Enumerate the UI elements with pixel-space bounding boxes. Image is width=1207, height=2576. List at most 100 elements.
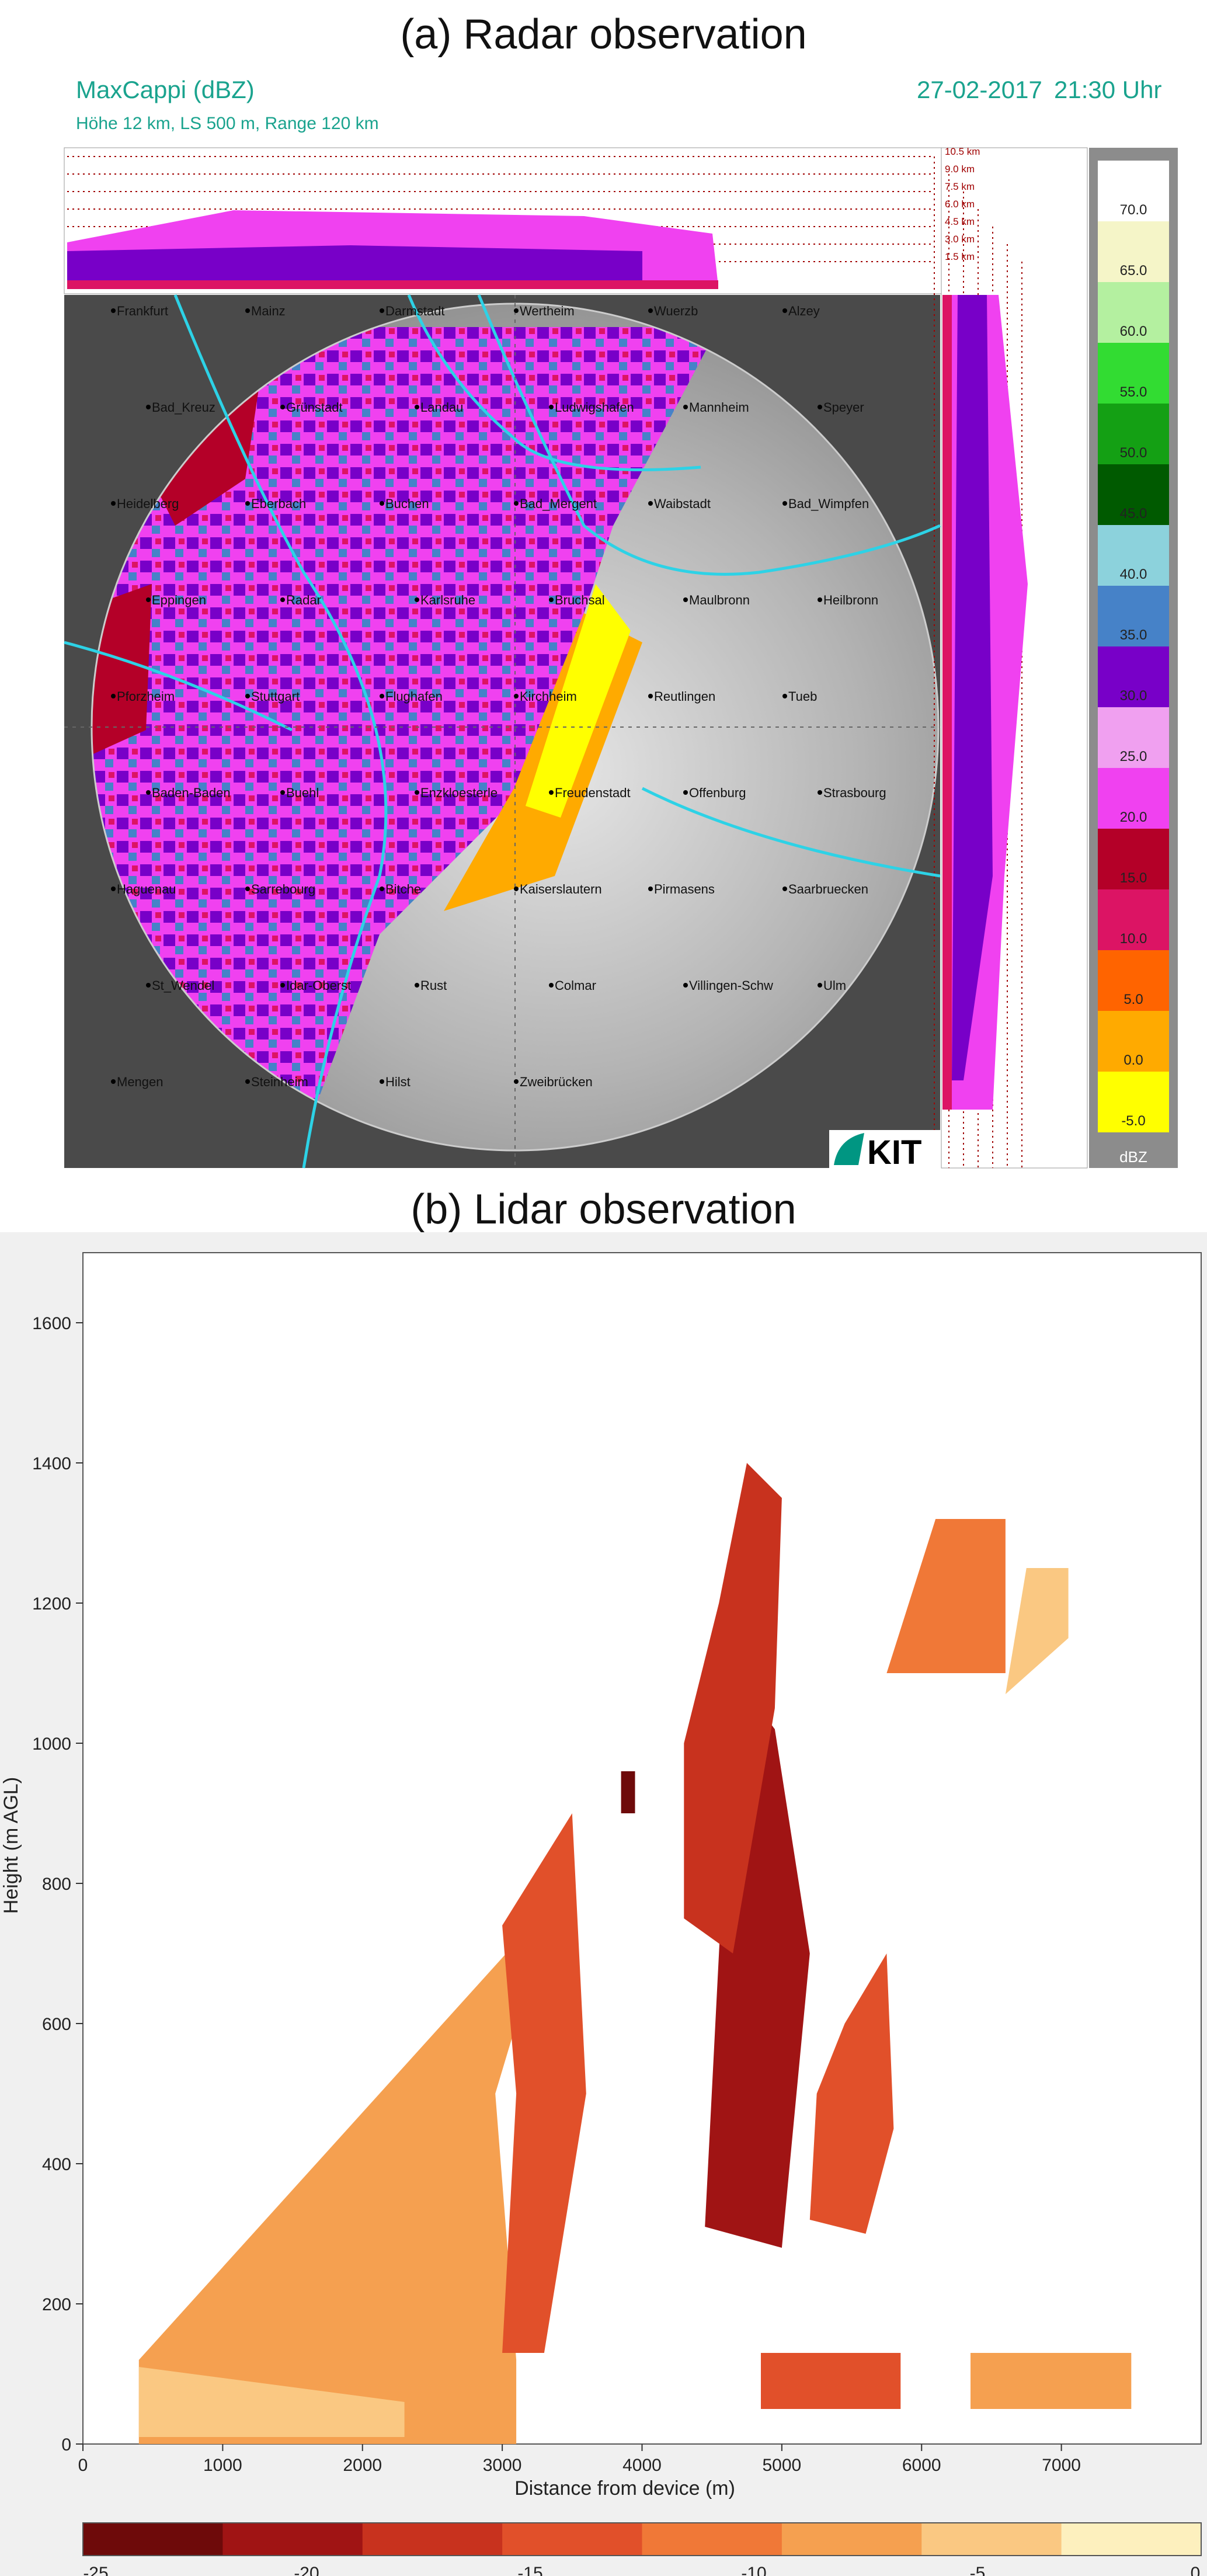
- radar-colorbar-label: 55.0: [1120, 384, 1147, 400]
- radar-colorbar-label: 50.0: [1120, 445, 1147, 461]
- radar-date: 27-02-2017: [917, 76, 1042, 103]
- city-label: Rust: [420, 978, 447, 993]
- radar-colorbar-label: 65.0: [1120, 263, 1147, 279]
- lidar-colorbar-label: -25: [83, 2564, 108, 2576]
- lidar-colorbar-cell: [921, 2523, 1062, 2556]
- lidar-colorbar-label: -15: [517, 2564, 542, 2576]
- lidar-colorbar-label: -10: [741, 2564, 766, 2576]
- radar-product-label: MaxCappi (dBZ): [76, 76, 255, 103]
- city-label: Strasbourg: [823, 785, 886, 800]
- city-label: Zweibrücken: [520, 1075, 593, 1089]
- radar-colorbar-label: 25.0: [1120, 749, 1147, 764]
- city-label: Grünstadt: [286, 400, 343, 415]
- city-marker: [818, 405, 822, 409]
- city-marker: [683, 790, 688, 795]
- lidar-y-label: Height (m AGL): [0, 1777, 22, 1914]
- radar-colorbar-cell: [1098, 768, 1169, 829]
- lidar-x-tick-label: 0: [78, 2456, 88, 2475]
- height-level-label: 4.5 km: [945, 216, 975, 227]
- height-level-label: 9.0 km: [945, 164, 975, 175]
- city-marker: [280, 790, 285, 795]
- lidar-y-tick-label: 1000: [32, 1734, 71, 1754]
- lidar-x-tick-label: 3000: [483, 2456, 522, 2475]
- city-label: Eppingen: [152, 593, 206, 607]
- lidar-y-tick-label: 1400: [32, 1454, 71, 1473]
- city-marker: [245, 308, 250, 313]
- lidar-region: [761, 2353, 901, 2409]
- city-label: Wertheim: [520, 304, 575, 318]
- city-label: Sarrebourg: [251, 882, 315, 896]
- height-level-label: 10.5 km: [945, 146, 980, 157]
- city-marker: [683, 597, 688, 602]
- radar-colorbar-cell: [1098, 829, 1169, 889]
- radar-colorbar-label: 70.0: [1120, 202, 1147, 218]
- city-marker: [415, 790, 419, 795]
- kit-logo: KIT: [829, 1130, 940, 1171]
- lidar-region: [138, 2367, 405, 2437]
- city-label: Steinheim: [251, 1075, 308, 1089]
- city-marker: [648, 887, 653, 891]
- city-marker: [782, 308, 787, 313]
- city-marker: [245, 1079, 250, 1084]
- city-label: Ludwigshafen: [555, 400, 634, 415]
- city-label: Bad_Mergent: [520, 496, 597, 511]
- city-marker: [415, 405, 419, 409]
- city-labels: Frankfurt Mainz Darmstadt Wertheim Wuerzb Alz…: [111, 304, 886, 1089]
- lidar-colorbar: -25 -20 -15 -10 -5 0: [82, 2522, 1202, 2576]
- lidar-region: [809, 1953, 894, 2234]
- city-marker: [683, 983, 688, 988]
- city-marker: [111, 308, 116, 313]
- height-level-label: 1.5 km: [945, 251, 975, 262]
- panel-a-title: (a) Radar observation: [400, 11, 807, 58]
- radar-colorbar-label: 0.0: [1123, 1052, 1143, 1068]
- lidar-region: [621, 1771, 635, 1813]
- city-label: Ulm: [823, 978, 846, 993]
- lidar-colorbar-cell: [83, 2523, 224, 2556]
- radar-colorbar-label: 15.0: [1120, 870, 1147, 886]
- city-label: Eberbach: [251, 496, 306, 511]
- rivers: [64, 294, 941, 1169]
- lidar-region: [684, 1463, 782, 1953]
- lidar-colorbar-cell: [222, 2523, 363, 2556]
- city-marker: [245, 887, 250, 891]
- city-marker: [380, 501, 384, 506]
- lidar-y-tick-label: 1600: [32, 1314, 71, 1333]
- city-marker: [648, 308, 653, 313]
- radar-colorbar-label: 10.0: [1120, 931, 1147, 947]
- city-marker: [648, 501, 653, 506]
- lidar-colorbar-cell: [642, 2523, 782, 2556]
- city-label: Speyer: [823, 400, 864, 415]
- radar-colorbar-cell: [1098, 1072, 1169, 1132]
- lidar-y-tick-label: 0: [61, 2435, 71, 2455]
- lidar-x-tick-label: 7000: [1042, 2456, 1081, 2475]
- right-profile-echo: [942, 295, 952, 1110]
- city-label: Mainz: [251, 304, 286, 318]
- city-label: Mengen: [117, 1075, 164, 1089]
- city-label: Reutlingen: [654, 689, 715, 704]
- lidar-region: [1005, 1568, 1069, 1694]
- lidar-y-axis: 0 200 400 600 800 1000 1200 1400 1600: [32, 1314, 83, 2455]
- radar-colorbar-label: 60.0: [1120, 324, 1147, 339]
- city-marker: [380, 694, 384, 698]
- city-marker: [280, 405, 285, 409]
- top-profile-echo: [67, 245, 642, 280]
- height-level-label: 6.0 km: [945, 199, 975, 210]
- city-label: St_Wendel: [152, 978, 214, 993]
- city-label: Kirchheim: [520, 689, 577, 704]
- city-label: Karlsruhe: [420, 593, 475, 607]
- radar-time: 21:30 Uhr: [1054, 76, 1162, 103]
- city-marker: [514, 501, 519, 506]
- radar-colorbar-cell: [1098, 646, 1169, 707]
- radar-colorbar-cell: [1098, 221, 1169, 282]
- lidar-colorbar-cell: [362, 2523, 503, 2556]
- city-label: Bad_Wimpfen: [788, 496, 869, 511]
- radar-colorbar-cell: [1098, 1011, 1169, 1072]
- city-marker: [514, 308, 519, 313]
- radar-colorbar-cell: [1098, 282, 1169, 343]
- precip-edge: [526, 584, 631, 818]
- radar-colorbar-cell: [1098, 464, 1169, 525]
- city-label: Radar: [286, 593, 321, 607]
- lidar-colorbar-cell: [781, 2523, 923, 2556]
- city-label: Baden-Baden: [152, 785, 231, 800]
- lidar-region: [502, 1813, 586, 2353]
